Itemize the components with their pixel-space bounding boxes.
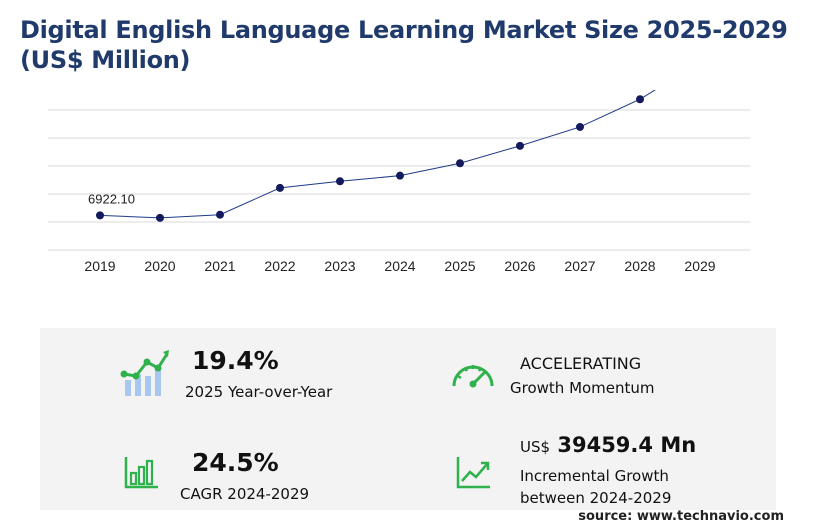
x-tick-2026: 2026 bbox=[504, 258, 535, 274]
x-tick-2025: 2025 bbox=[444, 258, 475, 274]
x-tick-2024: 2024 bbox=[384, 258, 415, 274]
stat-yoy: 19.4% 2025 Year-over-Year bbox=[40, 328, 408, 419]
x-tick-2023: 2023 bbox=[324, 258, 355, 274]
chart-title: Digital English Language Learning Market… bbox=[20, 16, 788, 74]
bar-chart-icon bbox=[124, 457, 158, 489]
source-credit: source: www.technavio.com bbox=[578, 509, 784, 524]
data-point-2021 bbox=[216, 210, 224, 219]
markers bbox=[96, 95, 644, 222]
bar-line-growth-icon bbox=[120, 350, 169, 396]
series-line bbox=[99, 90, 656, 219]
line-chart: 2019 2020 2021 2022 2023 2024 2025 2026 2027 2028… bbox=[48, 90, 750, 274]
x-tick-labels: 2019 2020 2021 2022 2023 2024 2025 2026 2027 2028… bbox=[84, 258, 715, 274]
stat-incremental: US$ 39459.4 Mn Incremental Growth betwee… bbox=[408, 419, 776, 510]
data-labels: 6922.10 bbox=[88, 191, 135, 206]
incremental-amount: 39459.4 Mn bbox=[557, 433, 697, 457]
incremental-value: US$ 39459.4 Mn bbox=[520, 433, 696, 457]
yoy-value: 19.4% bbox=[192, 346, 279, 375]
cagr-label: CAGR 2024-2029 bbox=[180, 485, 310, 503]
yoy-label: 2025 Year-over-Year bbox=[185, 383, 333, 401]
x-tick-2027: 2027 bbox=[564, 258, 595, 274]
data-point-2019 bbox=[96, 211, 104, 220]
x-tick-2020: 2020 bbox=[144, 258, 175, 274]
stat-momentum: ACCELERATING Growth Momentum bbox=[408, 328, 776, 419]
data-point-2028 bbox=[636, 95, 644, 104]
speedometer-icon bbox=[452, 365, 494, 388]
data-point-2026 bbox=[516, 141, 524, 150]
incremental-label-line2: between 2024-2029 bbox=[520, 489, 672, 507]
data-point-2025 bbox=[456, 159, 464, 168]
gridlines bbox=[48, 109, 750, 251]
x-tick-2021: 2021 bbox=[204, 258, 235, 274]
x-tick-2022: 2022 bbox=[264, 258, 295, 274]
stats-panel: 19.4% 2025 Year-over-Year ACCELERATING G… bbox=[40, 328, 776, 510]
momentum-label: Growth Momentum bbox=[510, 379, 655, 397]
data-point-2023 bbox=[336, 177, 344, 186]
data-label-2019: 6922.10 bbox=[88, 191, 135, 206]
data-point-2027 bbox=[576, 122, 584, 131]
data-point-2022 bbox=[276, 183, 284, 192]
x-tick-2019: 2019 bbox=[84, 258, 115, 274]
x-tick-2028: 2028 bbox=[624, 258, 655, 274]
trend-up-icon bbox=[456, 457, 490, 489]
cagr-value: 24.5% bbox=[192, 448, 279, 477]
x-tick-2029: 2029 bbox=[684, 258, 715, 274]
incremental-label-line1: Incremental Growth bbox=[520, 467, 669, 485]
data-point-2020 bbox=[156, 213, 164, 222]
data-point-2024 bbox=[396, 171, 404, 180]
stat-cagr: 24.5% CAGR 2024-2029 bbox=[40, 419, 408, 510]
currency-prefix: US$ bbox=[520, 438, 551, 456]
momentum-value: ACCELERATING bbox=[520, 354, 642, 373]
